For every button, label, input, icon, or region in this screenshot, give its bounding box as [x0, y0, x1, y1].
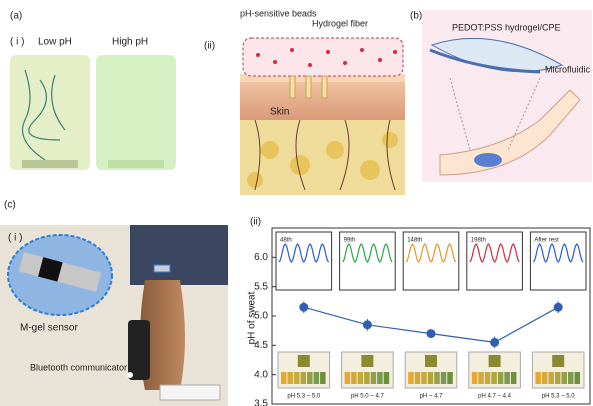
swatch	[351, 372, 357, 384]
swatch	[344, 372, 351, 384]
swatch	[497, 372, 504, 384]
point	[299, 302, 309, 312]
point	[553, 302, 563, 312]
arm-illustration	[422, 10, 592, 182]
label: Microfluidic device	[545, 64, 593, 74]
swatch	[377, 372, 383, 384]
point	[490, 337, 500, 347]
x-tick-label: pH ~ 4.7	[420, 394, 444, 400]
swatch	[357, 372, 364, 384]
y-tick-label: 5.0	[254, 311, 268, 322]
label: (c)	[4, 200, 16, 211]
y-tick-label: 6.0	[254, 252, 268, 263]
swatch	[414, 372, 421, 384]
y-tick-label: 3.5	[254, 399, 268, 406]
swatch	[361, 355, 374, 367]
swatch	[294, 372, 300, 384]
swatch	[548, 372, 554, 384]
swatch	[364, 372, 370, 384]
swatch	[287, 372, 294, 384]
label: (ii)	[250, 217, 261, 228]
swatch	[484, 372, 491, 384]
swatch	[300, 372, 307, 384]
swatch	[491, 372, 497, 384]
label: ( i )	[8, 233, 22, 244]
swatch	[552, 355, 565, 367]
swatch	[510, 372, 517, 384]
label: Low pH	[38, 37, 72, 48]
label: ( i )	[10, 37, 24, 48]
swatch	[307, 372, 313, 384]
swatch	[297, 355, 310, 367]
swatch	[447, 372, 453, 384]
label: High pH	[112, 37, 148, 48]
x-tick-label: pH 4.7 ~ 4.4	[478, 394, 512, 400]
leg-photo	[0, 225, 228, 406]
y-axis-label: pH of sweat	[247, 291, 258, 344]
swatch	[488, 355, 501, 367]
label: (b)	[410, 11, 422, 22]
vials	[10, 55, 176, 170]
skin-diagram	[240, 37, 405, 195]
label: pH-sensitive beads	[240, 8, 317, 18]
swatch	[313, 372, 320, 384]
label: (ii)	[204, 41, 215, 52]
label: Hydrogel fiber	[312, 18, 368, 28]
label: Bluetooth communicator	[30, 362, 127, 372]
swatch	[281, 372, 287, 384]
swatch	[425, 355, 437, 367]
labels: (a) ( i ) Low pH High pH (ii) pH-sensiti…	[4, 8, 593, 372]
swatch	[320, 372, 326, 384]
inset-label: 148th	[407, 238, 422, 244]
swatch	[541, 372, 548, 384]
inset-trace	[469, 242, 520, 264]
inset-label: After rest	[534, 238, 559, 244]
x-tick-label: pH 5.0 ~ 4.7	[351, 394, 385, 400]
swatch	[554, 372, 561, 384]
inset-label: 48th	[280, 238, 292, 244]
inset-trace	[405, 242, 457, 264]
swatch	[408, 372, 414, 384]
label: Skin	[270, 107, 289, 118]
swatch	[504, 372, 510, 384]
swatch	[535, 372, 541, 384]
point	[426, 329, 436, 339]
point	[362, 320, 372, 330]
inset-label: 99th	[344, 238, 356, 244]
swatch	[370, 372, 377, 384]
swatch	[561, 372, 567, 384]
y-tick-label: 4.0	[254, 369, 268, 380]
inset-trace	[342, 242, 393, 264]
swatch	[434, 372, 440, 384]
y-tick-label: 5.5	[254, 281, 268, 292]
label: M-gel sensor	[20, 323, 78, 334]
y-tick-label: 4.5	[254, 340, 268, 351]
x-tick-label: pH 5.3 ~ 5.0	[287, 394, 321, 400]
swatch	[427, 372, 434, 384]
swatch	[421, 372, 427, 384]
swatch	[383, 372, 390, 384]
swatch	[567, 372, 574, 384]
swatch	[574, 372, 580, 384]
inset-trace	[532, 242, 584, 264]
swatch	[478, 372, 484, 384]
label: PEDOT:PSS hydrogel/CPE	[452, 22, 561, 32]
inset-trace	[278, 242, 330, 264]
label: (a)	[10, 11, 22, 22]
x-tick-label: pH 5.3 ~ 5.0	[542, 394, 576, 400]
swatch	[471, 372, 478, 384]
inset-label: 198th	[471, 238, 486, 244]
swatch	[440, 372, 447, 384]
